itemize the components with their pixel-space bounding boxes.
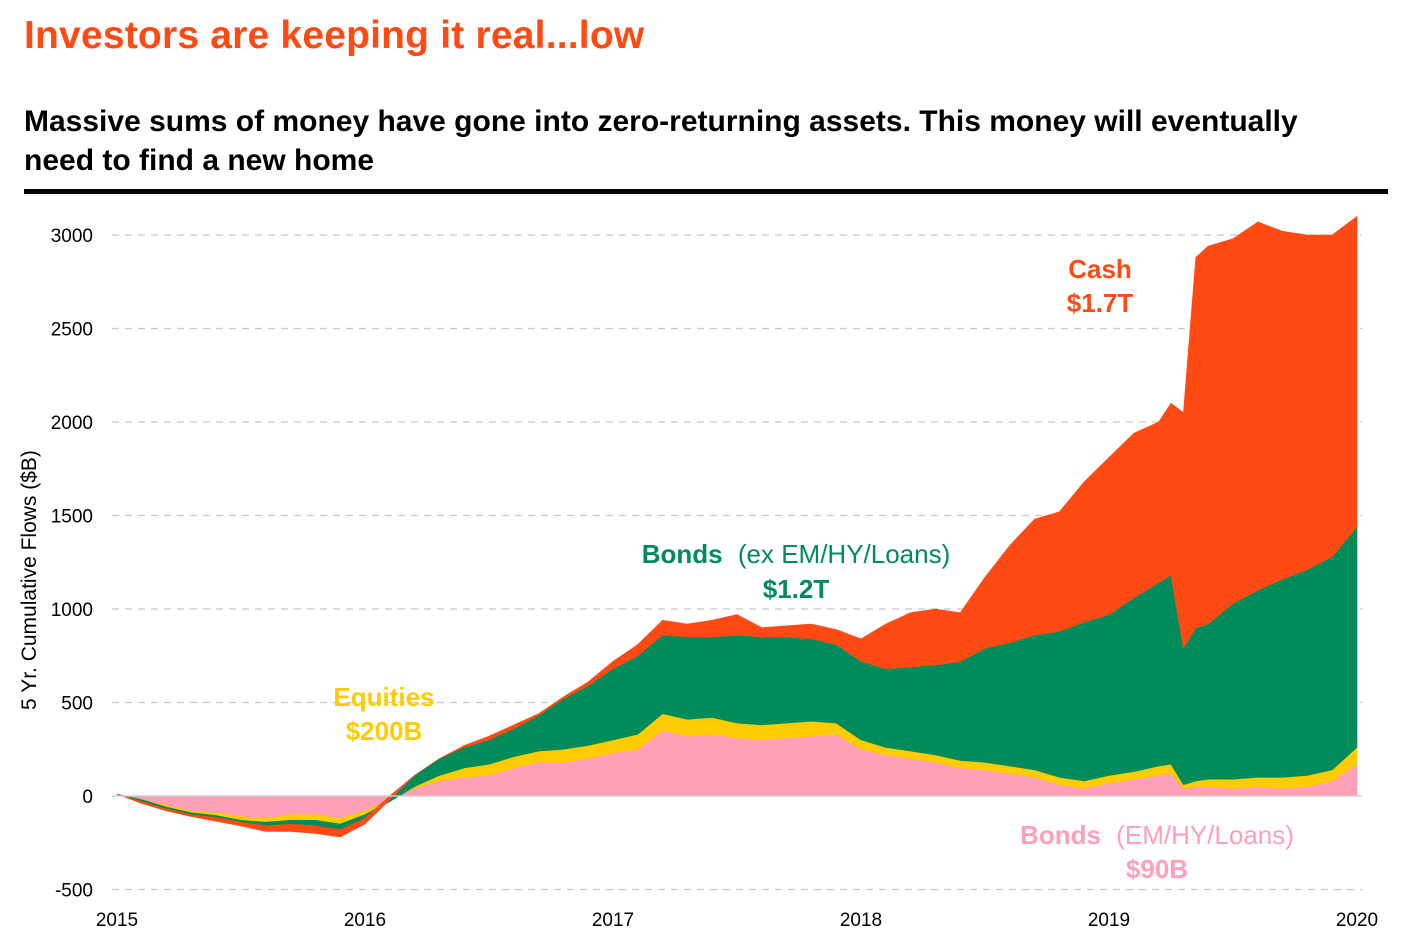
em-bonds-qualifier: (EM/HY/Loans) — [1116, 820, 1294, 850]
x-tick-label: 2019 — [1088, 910, 1130, 931]
y-tick-label: 2000 — [51, 413, 93, 434]
svg-text:Bonds (EM/HY/Loans): Bonds (EM/HY/Loans) — [1020, 820, 1294, 850]
y-tick-label: -500 — [55, 881, 93, 902]
equities-value: $200B — [346, 716, 423, 746]
y-axis-label: 5 Yr. Cumulative Flows ($B) — [18, 450, 41, 710]
em-bonds-annotation: Bonds (EM/HY/Loans) $90B — [1020, 820, 1294, 884]
bonds-annotation: Bonds (ex EM/HY/Loans) $1.2T — [642, 539, 951, 604]
y-tick-label: 0 — [82, 787, 93, 808]
title-divider — [24, 189, 1388, 194]
x-tick-label: 2020 — [1336, 910, 1378, 931]
bonds-value: $1.2T — [763, 574, 830, 604]
x-axis-ticks: 2015 2016 2017 2018 2019 2020 — [96, 910, 1378, 931]
bonds-label: Bonds — [642, 539, 723, 569]
area-series — [116, 215, 1358, 838]
y-axis-ticks: -500 0 500 1000 1500 2000 2500 3000 — [51, 226, 93, 902]
y-tick-label: 1000 — [51, 600, 93, 621]
y-tick-label: 3000 — [51, 226, 93, 247]
equities-annotation: Equities $200B — [333, 682, 434, 746]
cash-label: Cash — [1068, 254, 1132, 284]
bonds-qualifier: (ex EM/HY/Loans) — [738, 539, 950, 569]
em-bonds-label: Bonds — [1020, 820, 1101, 850]
chart-subtitle: Massive sums of money have gone into zer… — [24, 105, 1298, 177]
cash-value: $1.7T — [1067, 288, 1134, 318]
equities-label: Equities — [333, 682, 434, 712]
area-cash — [116, 215, 1358, 838]
x-tick-label: 2016 — [344, 910, 386, 931]
em-bonds-value: $90B — [1126, 854, 1188, 884]
svg-text:Bonds (ex EM/HY/Loans): Bonds (ex EM/HY/Loans) — [642, 539, 951, 569]
x-tick-label: 2017 — [592, 910, 634, 931]
chart-title: Investors are keeping it real...low — [24, 14, 645, 57]
x-tick-label: 2018 — [840, 910, 882, 931]
y-tick-label: 2500 — [51, 320, 93, 341]
y-tick-label: 1500 — [51, 507, 93, 528]
cash-annotation: Cash $1.7T — [1067, 254, 1134, 318]
x-tick-label: 2015 — [96, 910, 138, 931]
y-tick-label: 500 — [61, 694, 93, 715]
